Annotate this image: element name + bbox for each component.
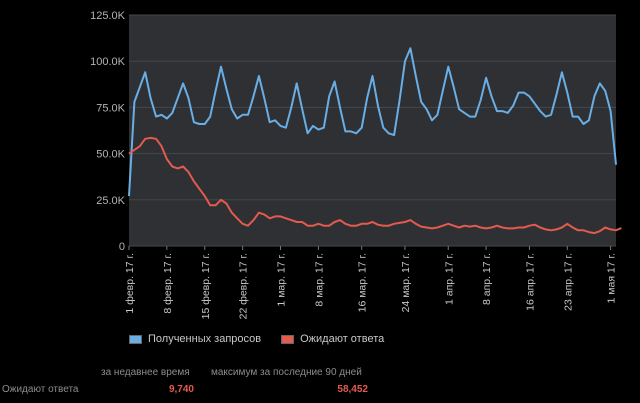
legend-swatch-received xyxy=(129,334,142,344)
y-tick-label: 75.0K xyxy=(96,102,125,114)
x-tick-label: 16 апр. 17 г. xyxy=(524,253,536,311)
x-tick-label: 23 апр. 17 г. xyxy=(562,253,574,311)
x-tick-label: 16 мар. 17 г. xyxy=(357,253,369,312)
legend-label-pending: Ожидают ответа xyxy=(300,333,385,345)
y-tick-label: 25.0K xyxy=(96,195,125,207)
legend: Полученных запросов Ожидают ответа xyxy=(129,333,384,345)
y-tick-label: 50.0K xyxy=(96,149,125,161)
x-tick-label: 8 февр. 17 г. xyxy=(162,253,174,314)
stats-max-value: 58,452 xyxy=(337,384,368,395)
legend-swatch-pending xyxy=(281,334,295,344)
x-tick-label: 8 апр. 17 г. xyxy=(481,253,493,305)
x-tick-label: 1 февр. 17 г. xyxy=(124,253,136,314)
x-tick-label: 24 мар. 17 г. xyxy=(400,253,412,312)
x-tick-label: 1 мар. 17 г. xyxy=(276,253,288,307)
x-tick-label: 1 апр. 17 г. xyxy=(443,253,455,305)
stats-header-recent: за недавнее время xyxy=(101,367,190,378)
series-line-received[interactable] xyxy=(128,47,617,197)
y-tick-label: 125.0K xyxy=(90,10,126,22)
stats-header-max: максимум за последние 90 дней xyxy=(211,367,362,378)
plot-area xyxy=(129,15,616,246)
x-tick-label: 1 мая 17 г. xyxy=(606,253,618,303)
y-tick-label: 100.0K xyxy=(90,56,126,68)
y-tick-label: 0 xyxy=(119,241,125,253)
x-tick-label: 15 февр. 17 г. xyxy=(200,253,212,319)
chart: 0 25.0K 50.0K 75.0K 100.0K 125.0K 1 февр. 17 … xyxy=(90,10,622,319)
stats-row-label: Ожидают ответа xyxy=(2,384,79,395)
x-tick-label: 22 февр. 17 г. xyxy=(238,253,250,319)
series-line-pending[interactable] xyxy=(128,136,622,235)
x-tick-label: 8 мар. 17 г. xyxy=(313,253,325,307)
legend-item-pending[interactable]: Ожидают ответа xyxy=(281,333,384,345)
legend-item-received[interactable]: Полученных запросов xyxy=(129,333,261,345)
stats-recent-value: 9,740 xyxy=(168,384,194,395)
legend-label-received: Полученных запросов xyxy=(148,333,262,345)
